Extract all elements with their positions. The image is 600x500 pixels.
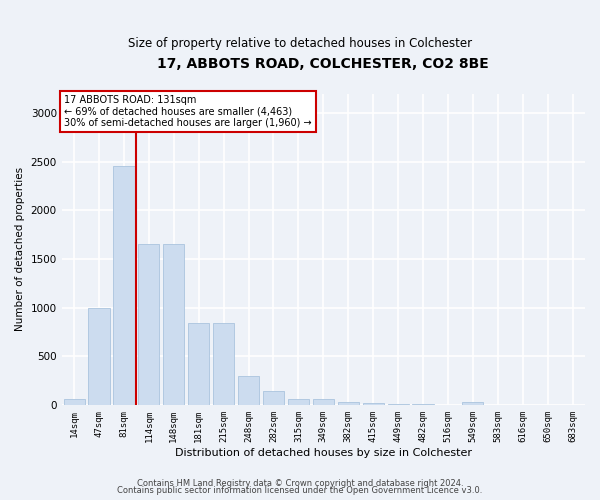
Bar	[138, 244, 160, 405]
Text: Contains HM Land Registry data © Crown copyright and database right 2024.: Contains HM Land Registry data © Crown c…	[137, 478, 463, 488]
Bar	[263, 390, 284, 405]
Bar	[163, 244, 184, 405]
Bar	[288, 400, 309, 405]
Text: 17 ABBOTS ROAD: 131sqm
← 69% of detached houses are smaller (4,463)
30% of semi-: 17 ABBOTS ROAD: 131sqm ← 69% of detached…	[64, 95, 312, 128]
Bar	[113, 166, 134, 405]
Bar	[462, 402, 484, 405]
Y-axis label: Number of detached properties: Number of detached properties	[15, 167, 25, 331]
Text: Size of property relative to detached houses in Colchester: Size of property relative to detached ho…	[128, 38, 472, 51]
Bar	[64, 399, 85, 405]
Bar	[362, 403, 384, 405]
X-axis label: Distribution of detached houses by size in Colchester: Distribution of detached houses by size …	[175, 448, 472, 458]
Bar	[213, 323, 234, 405]
Bar	[313, 400, 334, 405]
Title: 17, ABBOTS ROAD, COLCHESTER, CO2 8BE: 17, ABBOTS ROAD, COLCHESTER, CO2 8BE	[157, 58, 489, 71]
Bar	[238, 376, 259, 405]
Bar	[338, 402, 359, 405]
Bar	[88, 308, 110, 405]
Text: Contains public sector information licensed under the Open Government Licence v3: Contains public sector information licen…	[118, 486, 482, 495]
Bar	[188, 323, 209, 405]
